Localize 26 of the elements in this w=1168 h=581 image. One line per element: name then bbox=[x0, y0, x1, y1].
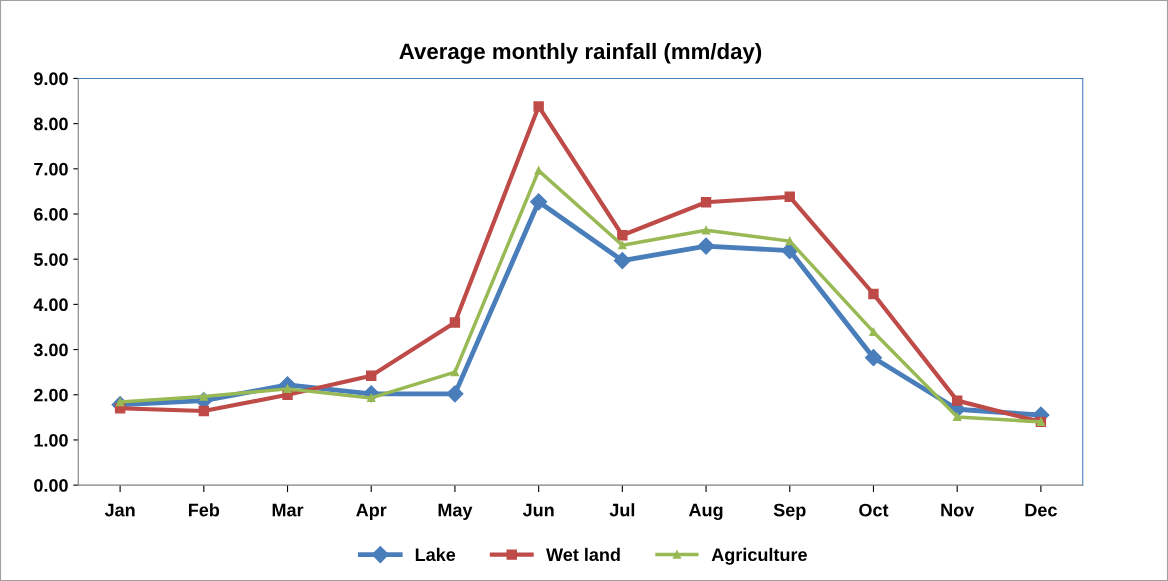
y-tick-label: 5.00 bbox=[33, 253, 68, 266]
y-tick-label: 2.00 bbox=[34, 388, 68, 402]
y-tick-label: 0.00 bbox=[34, 479, 68, 492]
x-tick-label: Feb bbox=[188, 503, 220, 517]
legend-label: Wet land bbox=[546, 547, 620, 562]
y-tick-label: 7.00 bbox=[34, 162, 68, 176]
x-tick-label: Jun bbox=[522, 503, 554, 517]
y-tick-label: 3.00 bbox=[33, 343, 68, 357]
x-tick-label: Dec bbox=[1025, 503, 1057, 517]
y-tick-label: 8.00 bbox=[33, 117, 68, 131]
x-tick-label: Jul bbox=[609, 503, 635, 517]
legend-label: Agriculture bbox=[711, 547, 807, 565]
x-tick-label: Apr bbox=[356, 503, 387, 521]
y-tick-label: 6.00 bbox=[34, 207, 68, 221]
x-tick-label: Sep bbox=[773, 503, 806, 521]
legend-label: Lake bbox=[415, 547, 456, 562]
y-tick-label: 1.00 bbox=[34, 433, 68, 447]
x-tick-label: Mar bbox=[272, 503, 304, 517]
y-tick-label: 4.00 bbox=[33, 298, 68, 312]
chart-title: Average monthly rainfall (mm/day) bbox=[399, 42, 762, 64]
x-tick-label: May bbox=[438, 503, 473, 521]
x-tick-label: Aug bbox=[688, 503, 723, 521]
x-tick-label: Jan bbox=[104, 503, 135, 517]
y-tick-label: 9.00 bbox=[34, 72, 68, 86]
x-tick-label: Oct bbox=[859, 503, 889, 517]
x-tick-label: Nov bbox=[941, 503, 975, 517]
